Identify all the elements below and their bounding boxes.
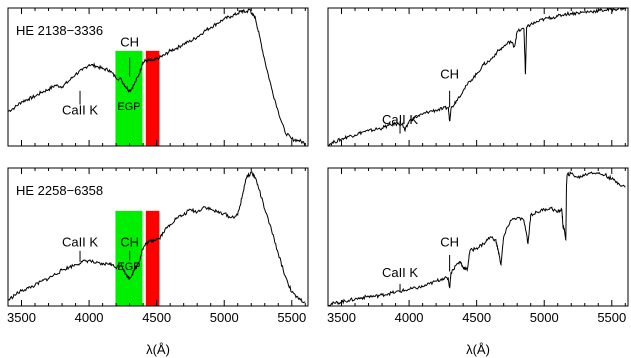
x-tick-label: 5500 bbox=[597, 310, 626, 325]
band-layer: EGP bbox=[115, 50, 160, 146]
spectrum-line bbox=[328, 8, 626, 146]
x-tick-label: 5500 bbox=[277, 310, 306, 325]
x-axis-label: λ(Å) bbox=[146, 342, 170, 357]
star-label: HE 2258−6358 bbox=[16, 183, 103, 198]
annotation-label: CH bbox=[120, 35, 139, 50]
panel-top-left: EGP HE 2138−3336 CH CaII K bbox=[7, 7, 309, 147]
x-tick-label: 5000 bbox=[210, 310, 239, 325]
annotation-label: CaII K bbox=[382, 265, 418, 280]
band-label: EGP bbox=[117, 101, 140, 113]
spectrum-line bbox=[8, 8, 306, 146]
x-axis-label: λ(Å) bbox=[466, 342, 490, 357]
annotation-label: CaII K bbox=[382, 112, 418, 127]
tick-layer: 3500 4000 4500 5000 5500 bbox=[7, 168, 306, 325]
tick-layer: 3500 4000 4500 5000 5500 bbox=[327, 168, 626, 325]
plot-layer bbox=[328, 170, 626, 306]
panel-bottom-right: 3500 4000 4500 5000 5500 CH CaII K λ(Å) bbox=[327, 167, 629, 357]
x-tick-label: 5000 bbox=[530, 310, 559, 325]
x-tick-label: 4500 bbox=[142, 310, 171, 325]
band-1 bbox=[145, 210, 160, 306]
spectrum-line bbox=[328, 170, 626, 306]
annotation-label: CH bbox=[120, 235, 139, 250]
plot-frame bbox=[7, 7, 309, 147]
x-tick-label: 4000 bbox=[395, 310, 424, 325]
annotation-label: CaII K bbox=[62, 102, 98, 117]
plot-frame bbox=[7, 167, 309, 307]
annotation-label: CH bbox=[440, 66, 459, 81]
annotation-layer: CH CaII K bbox=[62, 35, 139, 118]
spectrum-line bbox=[8, 170, 306, 304]
plot-frame bbox=[327, 167, 629, 307]
plot-layer bbox=[8, 8, 306, 146]
x-tick-label: 3500 bbox=[7, 310, 36, 325]
band-0 bbox=[115, 210, 143, 306]
band-layer: EGP bbox=[115, 210, 160, 306]
star-label: HE 2138−3336 bbox=[16, 23, 103, 38]
annotation-label: CH bbox=[440, 235, 459, 250]
band-1 bbox=[145, 50, 160, 146]
annotation-layer: CH CaII K bbox=[382, 66, 459, 134]
annotation-layer: CH CaII K bbox=[62, 235, 139, 262]
panel-top-right: CH CaII K bbox=[327, 7, 629, 147]
x-tick-label: 4000 bbox=[75, 310, 104, 325]
x-tick-label: 3500 bbox=[327, 310, 356, 325]
annotation-layer: CH CaII K bbox=[382, 235, 459, 293]
plot-layer bbox=[8, 170, 306, 304]
plot-layer bbox=[328, 8, 626, 146]
annotation-label: CaII K bbox=[62, 235, 98, 250]
tick-layer bbox=[327, 8, 626, 146]
tick-layer bbox=[7, 8, 306, 146]
panel-bottom-left: EGP 3500 4000 4500 5000 5500 HE 2258−6358 CH… bbox=[7, 167, 309, 357]
x-tick-label: 4500 bbox=[462, 310, 491, 325]
band-0 bbox=[115, 50, 143, 146]
plot-frame bbox=[327, 7, 629, 147]
